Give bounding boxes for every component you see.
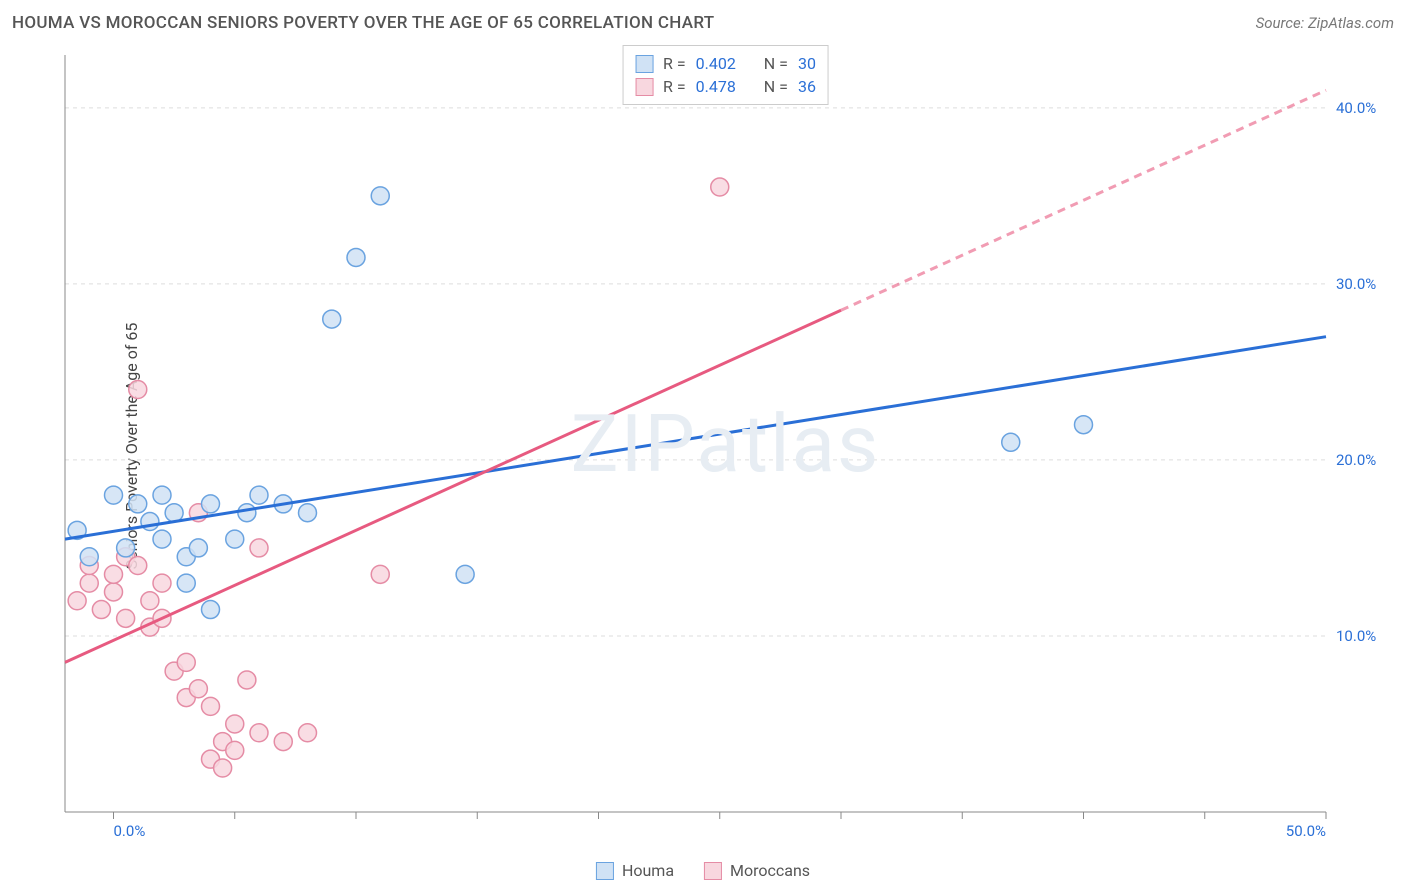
stats-row-houma: R = 0.402 N = 30 xyxy=(635,52,816,75)
data-point xyxy=(105,565,123,583)
data-point xyxy=(238,671,256,689)
legend-item-moroccans: Moroccans xyxy=(704,861,810,880)
data-point xyxy=(711,178,729,196)
n-value-moroccans: 36 xyxy=(798,77,816,96)
legend-label: Moroccans xyxy=(730,861,810,880)
data-point xyxy=(105,486,123,504)
legend-label: Houma xyxy=(622,861,674,880)
data-point xyxy=(153,530,171,548)
chart-area: ZIPatlas R = 0.402 N = 30 R = 0.478 N = … xyxy=(55,45,1396,842)
data-point xyxy=(129,380,147,398)
data-point xyxy=(92,601,110,619)
data-point xyxy=(202,601,220,619)
data-point xyxy=(250,486,268,504)
chart-header: HOUMA VS MOROCCAN SENIORS POVERTY OVER T… xyxy=(12,8,1394,38)
data-point xyxy=(299,724,317,742)
source-label: Source: ZipAtlas.com xyxy=(1256,14,1394,32)
data-point xyxy=(68,592,86,610)
data-point xyxy=(238,504,256,522)
page-root: HOUMA VS MOROCCAN SENIORS POVERTY OVER T… xyxy=(0,0,1406,892)
chart-title: HOUMA VS MOROCCAN SENIORS POVERTY OVER T… xyxy=(12,13,714,33)
data-point xyxy=(371,187,389,205)
n-label: N = xyxy=(764,77,788,96)
data-point xyxy=(456,565,474,583)
data-point xyxy=(117,539,135,557)
n-label: N = xyxy=(764,54,788,73)
r-label: R = xyxy=(663,77,686,96)
x-tick-label: 50.0% xyxy=(1286,822,1326,840)
data-point xyxy=(226,715,244,733)
data-point xyxy=(1002,433,1020,451)
data-point xyxy=(1075,416,1093,434)
data-point xyxy=(117,609,135,627)
swatch-moroccans xyxy=(635,78,653,96)
n-value-houma: 30 xyxy=(798,54,816,73)
swatch-moroccans xyxy=(704,862,722,880)
data-point xyxy=(177,653,195,671)
trend-line xyxy=(65,337,1326,539)
data-point xyxy=(347,248,365,266)
trend-line-solid xyxy=(65,310,841,662)
data-point xyxy=(371,565,389,583)
scatter-plot-svg: 0.0% 50.0% 10.0% 20.0% 30.0% 40.0% xyxy=(55,45,1396,842)
r-label: R = xyxy=(663,54,686,73)
data-point xyxy=(105,583,123,601)
data-point xyxy=(189,680,207,698)
y-tick-label: 10.0% xyxy=(1336,627,1376,645)
data-point xyxy=(189,539,207,557)
data-point xyxy=(214,759,232,777)
data-point xyxy=(80,574,98,592)
data-point xyxy=(250,724,268,742)
data-point xyxy=(165,504,183,522)
data-point xyxy=(299,504,317,522)
data-point xyxy=(274,733,292,751)
data-point xyxy=(226,530,244,548)
data-point xyxy=(177,574,195,592)
data-point xyxy=(129,495,147,513)
data-point xyxy=(202,697,220,715)
data-point xyxy=(153,486,171,504)
y-tick-label: 40.0% xyxy=(1336,99,1376,117)
data-point xyxy=(250,539,268,557)
y-tick-label: 20.0% xyxy=(1336,451,1376,469)
bottom-legend: Houma Moroccans xyxy=(596,861,810,880)
data-point xyxy=(80,548,98,566)
swatch-houma xyxy=(635,55,653,73)
trend-line-dashed xyxy=(841,90,1326,310)
data-point xyxy=(129,557,147,575)
stats-row-moroccans: R = 0.478 N = 36 xyxy=(635,75,816,98)
data-point xyxy=(141,592,159,610)
legend-item-houma: Houma xyxy=(596,861,674,880)
data-point xyxy=(323,310,341,328)
data-point xyxy=(226,741,244,759)
x-tick-label: 0.0% xyxy=(114,822,146,840)
swatch-houma xyxy=(596,862,614,880)
r-value-moroccans: 0.478 xyxy=(696,77,736,96)
data-point xyxy=(153,574,171,592)
y-tick-label: 30.0% xyxy=(1336,275,1376,293)
stats-legend: R = 0.402 N = 30 R = 0.478 N = 36 xyxy=(622,45,829,105)
r-value-houma: 0.402 xyxy=(696,54,736,73)
data-point xyxy=(202,495,220,513)
